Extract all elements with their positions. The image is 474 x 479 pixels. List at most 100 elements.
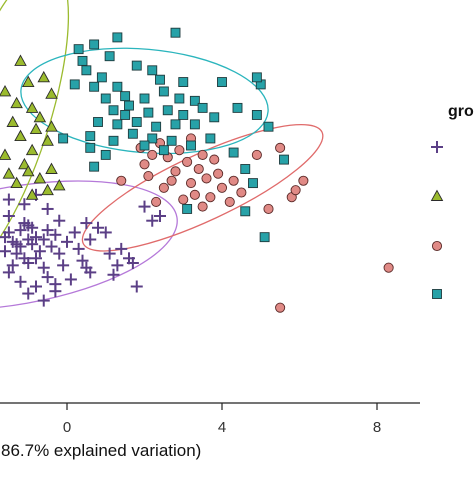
point-square-4-44 — [139, 140, 150, 151]
point-triangle-2-7 — [33, 110, 47, 123]
point-triangle-2-13 — [18, 157, 31, 170]
point-triangle-2-15 — [33, 171, 47, 184]
legend: gro — [430, 103, 474, 299]
point-plus-1-39 — [22, 287, 35, 300]
point-plus-1-21 — [41, 224, 54, 237]
point-circle-3-10 — [209, 154, 220, 165]
point-circle-3-33 — [116, 175, 127, 186]
point-square-4-38 — [147, 133, 158, 144]
point-plus-1-5 — [26, 238, 39, 251]
point-plus-1-49 — [154, 210, 166, 222]
point-circle-3-8 — [139, 159, 150, 170]
x-tick-label-2: 4 — [218, 419, 226, 436]
point-plus-1-60 — [22, 219, 35, 232]
point-circle-3-26 — [275, 142, 286, 153]
point-circle-3-34 — [170, 166, 181, 177]
point-square-4-51 — [259, 232, 270, 243]
point-circle-3-28 — [290, 185, 301, 196]
point-square-4-34 — [189, 119, 200, 130]
point-square-4-2 — [112, 32, 123, 43]
point-square-4-45 — [89, 161, 100, 172]
point-triangle-2-16 — [41, 183, 54, 196]
point-square-4-4 — [73, 44, 84, 55]
point-plus-1-32 — [80, 217, 93, 230]
point-plus-1-9 — [0, 245, 11, 258]
point-triangle-2-3 — [21, 75, 35, 88]
point-circle-3-13 — [185, 178, 197, 189]
point-layer — [0, 27, 394, 313]
point-square-4-57 — [155, 74, 165, 85]
confidence-ellipse-2 — [0, 0, 70, 279]
point-plus-1-35 — [76, 254, 89, 267]
point-circle-3-17 — [228, 175, 239, 186]
x-axis-title: 86.7% explained variation) — [1, 441, 201, 460]
point-square-4-47 — [240, 164, 251, 174]
point-square-4-3 — [170, 27, 181, 38]
point-square-4-58 — [131, 60, 142, 71]
point-square-4-23 — [108, 105, 119, 116]
point-square-4-48 — [248, 178, 258, 189]
point-plus-1-44 — [115, 242, 128, 255]
point-square-4-36 — [108, 135, 119, 146]
point-square-4-31 — [131, 117, 142, 127]
point-circle-3-19 — [224, 196, 235, 207]
point-circle-3-12 — [201, 173, 212, 184]
point-square-4-26 — [162, 105, 173, 116]
point-circle-3-15 — [158, 182, 169, 193]
point-square-4-29 — [93, 117, 103, 127]
point-circle-3-5 — [174, 145, 185, 156]
point-plus-1-24 — [53, 247, 66, 260]
point-square-4-14 — [217, 77, 227, 88]
point-plus-1-29 — [41, 271, 54, 284]
point-plus-1-41 — [49, 285, 62, 298]
point-square-4-53 — [120, 109, 131, 120]
point-plus-1-46 — [111, 259, 124, 272]
point-square-4-61 — [279, 154, 289, 165]
point-square-4-12 — [112, 81, 123, 92]
x-tick-label-1: 0 — [63, 419, 71, 436]
point-square-4-32 — [151, 121, 162, 132]
point-circle-3-35 — [193, 163, 204, 175]
point-square-4-30 — [112, 119, 123, 130]
point-triangle-2-20 — [52, 179, 66, 191]
point-plus-1-59 — [2, 210, 15, 222]
point-circle-3-30 — [383, 262, 394, 273]
point-plus-1-28 — [57, 259, 70, 272]
point-square-4-56 — [263, 121, 274, 132]
point-plus-1-57 — [2, 193, 15, 206]
point-triangle-2-4 — [25, 101, 39, 113]
point-plus-1-17 — [10, 238, 23, 251]
point-square-4-10 — [96, 72, 107, 83]
point-circle-3-16 — [143, 170, 154, 182]
point-square-4-7 — [104, 51, 115, 62]
point-triangle-2-2 — [10, 96, 23, 109]
legend-keys — [430, 141, 444, 299]
point-triangle-2-17 — [25, 188, 39, 200]
point-plus-1-55 — [41, 202, 54, 215]
point-plus-1-15 — [37, 233, 50, 246]
point-plus-1-26 — [53, 214, 66, 227]
point-plus-1-19 — [30, 252, 42, 265]
point-square-4-55 — [232, 102, 243, 113]
point-triangle-2-22 — [14, 54, 27, 66]
point-square-4-43 — [100, 149, 111, 160]
point-circle-3-25 — [251, 149, 262, 160]
point-plus-1-11 — [33, 245, 46, 258]
point-square-4-16 — [251, 72, 262, 83]
legend-key-plus — [431, 141, 443, 153]
point-plus-1-42 — [64, 273, 77, 286]
point-square-4-40 — [186, 140, 196, 151]
point-circle-3-31 — [275, 302, 286, 313]
point-square-4-20 — [158, 86, 169, 97]
legend-key-triangle — [430, 189, 444, 201]
point-square-4-28 — [197, 102, 208, 113]
point-plus-1-10 — [14, 224, 27, 237]
point-triangle-2-10 — [29, 122, 43, 135]
point-square-4-18 — [120, 91, 131, 102]
legend-title: gro — [448, 103, 474, 120]
point-circle-3-21 — [189, 189, 200, 200]
point-plus-1-25 — [37, 261, 50, 274]
legend-key-square — [432, 289, 442, 299]
point-circle-3-2 — [147, 149, 158, 160]
